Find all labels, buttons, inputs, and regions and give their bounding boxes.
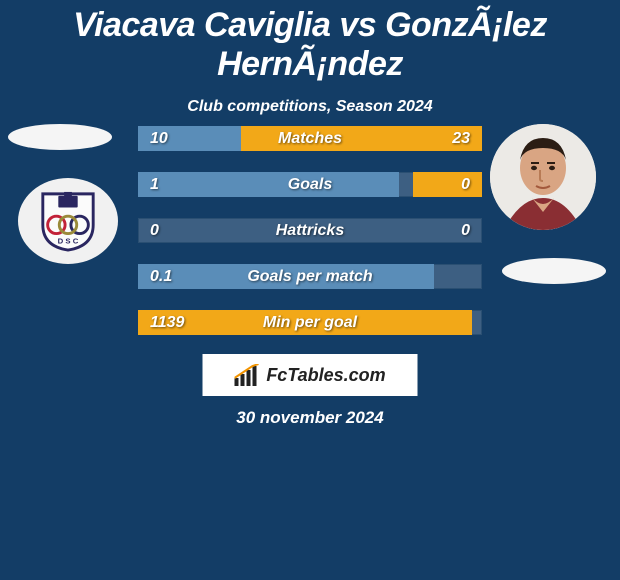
- stat-label: Goals per match: [247, 268, 372, 286]
- stat-value-right: 0: [461, 222, 470, 240]
- stat-fill-left: [138, 172, 399, 197]
- stat-label: Matches: [278, 130, 342, 148]
- stat-value-left: 1139: [150, 314, 184, 332]
- stat-row: 10 23 Matches: [138, 126, 482, 151]
- stat-value-left: 0: [150, 222, 159, 240]
- comparison-date: 30 november 2024: [0, 408, 620, 428]
- player-left-avatar-placeholder: [8, 124, 112, 150]
- comparison-title: Viacava Caviglia vs GonzÃ¡lez HernÃ¡ndez: [0, 0, 620, 84]
- stat-row: 1139 Min per goal: [138, 310, 482, 335]
- stat-value-right: 23: [452, 130, 470, 148]
- stat-row: 1 0 Goals: [138, 172, 482, 197]
- stat-value-left: 0.1: [150, 268, 172, 286]
- branding-box: FcTables.com: [203, 354, 418, 396]
- stats-bars: 1023Matches10Goals00Hattricks0.1Goals pe…: [138, 126, 482, 356]
- player-right-avatar: [490, 124, 596, 230]
- player-left-club-badge: D S C: [18, 178, 118, 264]
- stat-fill-right: [413, 172, 482, 197]
- stat-label: Goals: [288, 176, 332, 194]
- stat-value-left: 10: [150, 130, 168, 148]
- branding-text: FcTables.com: [266, 365, 385, 386]
- comparison-subtitle: Club competitions, Season 2024: [0, 98, 620, 116]
- stat-label: Min per goal: [263, 314, 357, 332]
- club-shield-icon: D S C: [37, 190, 99, 252]
- player-portrait-icon: [490, 124, 596, 230]
- stat-label: Hattricks: [276, 222, 344, 240]
- chart-logo-icon: [234, 364, 260, 386]
- stat-row: 0 0 Hattricks: [138, 218, 482, 243]
- stat-row: 0.1 Goals per match: [138, 264, 482, 289]
- svg-text:D S C: D S C: [58, 236, 79, 245]
- stat-value-left: 1: [150, 176, 159, 194]
- player-right-club-placeholder: [502, 258, 606, 284]
- stat-value-right: 0: [461, 176, 470, 194]
